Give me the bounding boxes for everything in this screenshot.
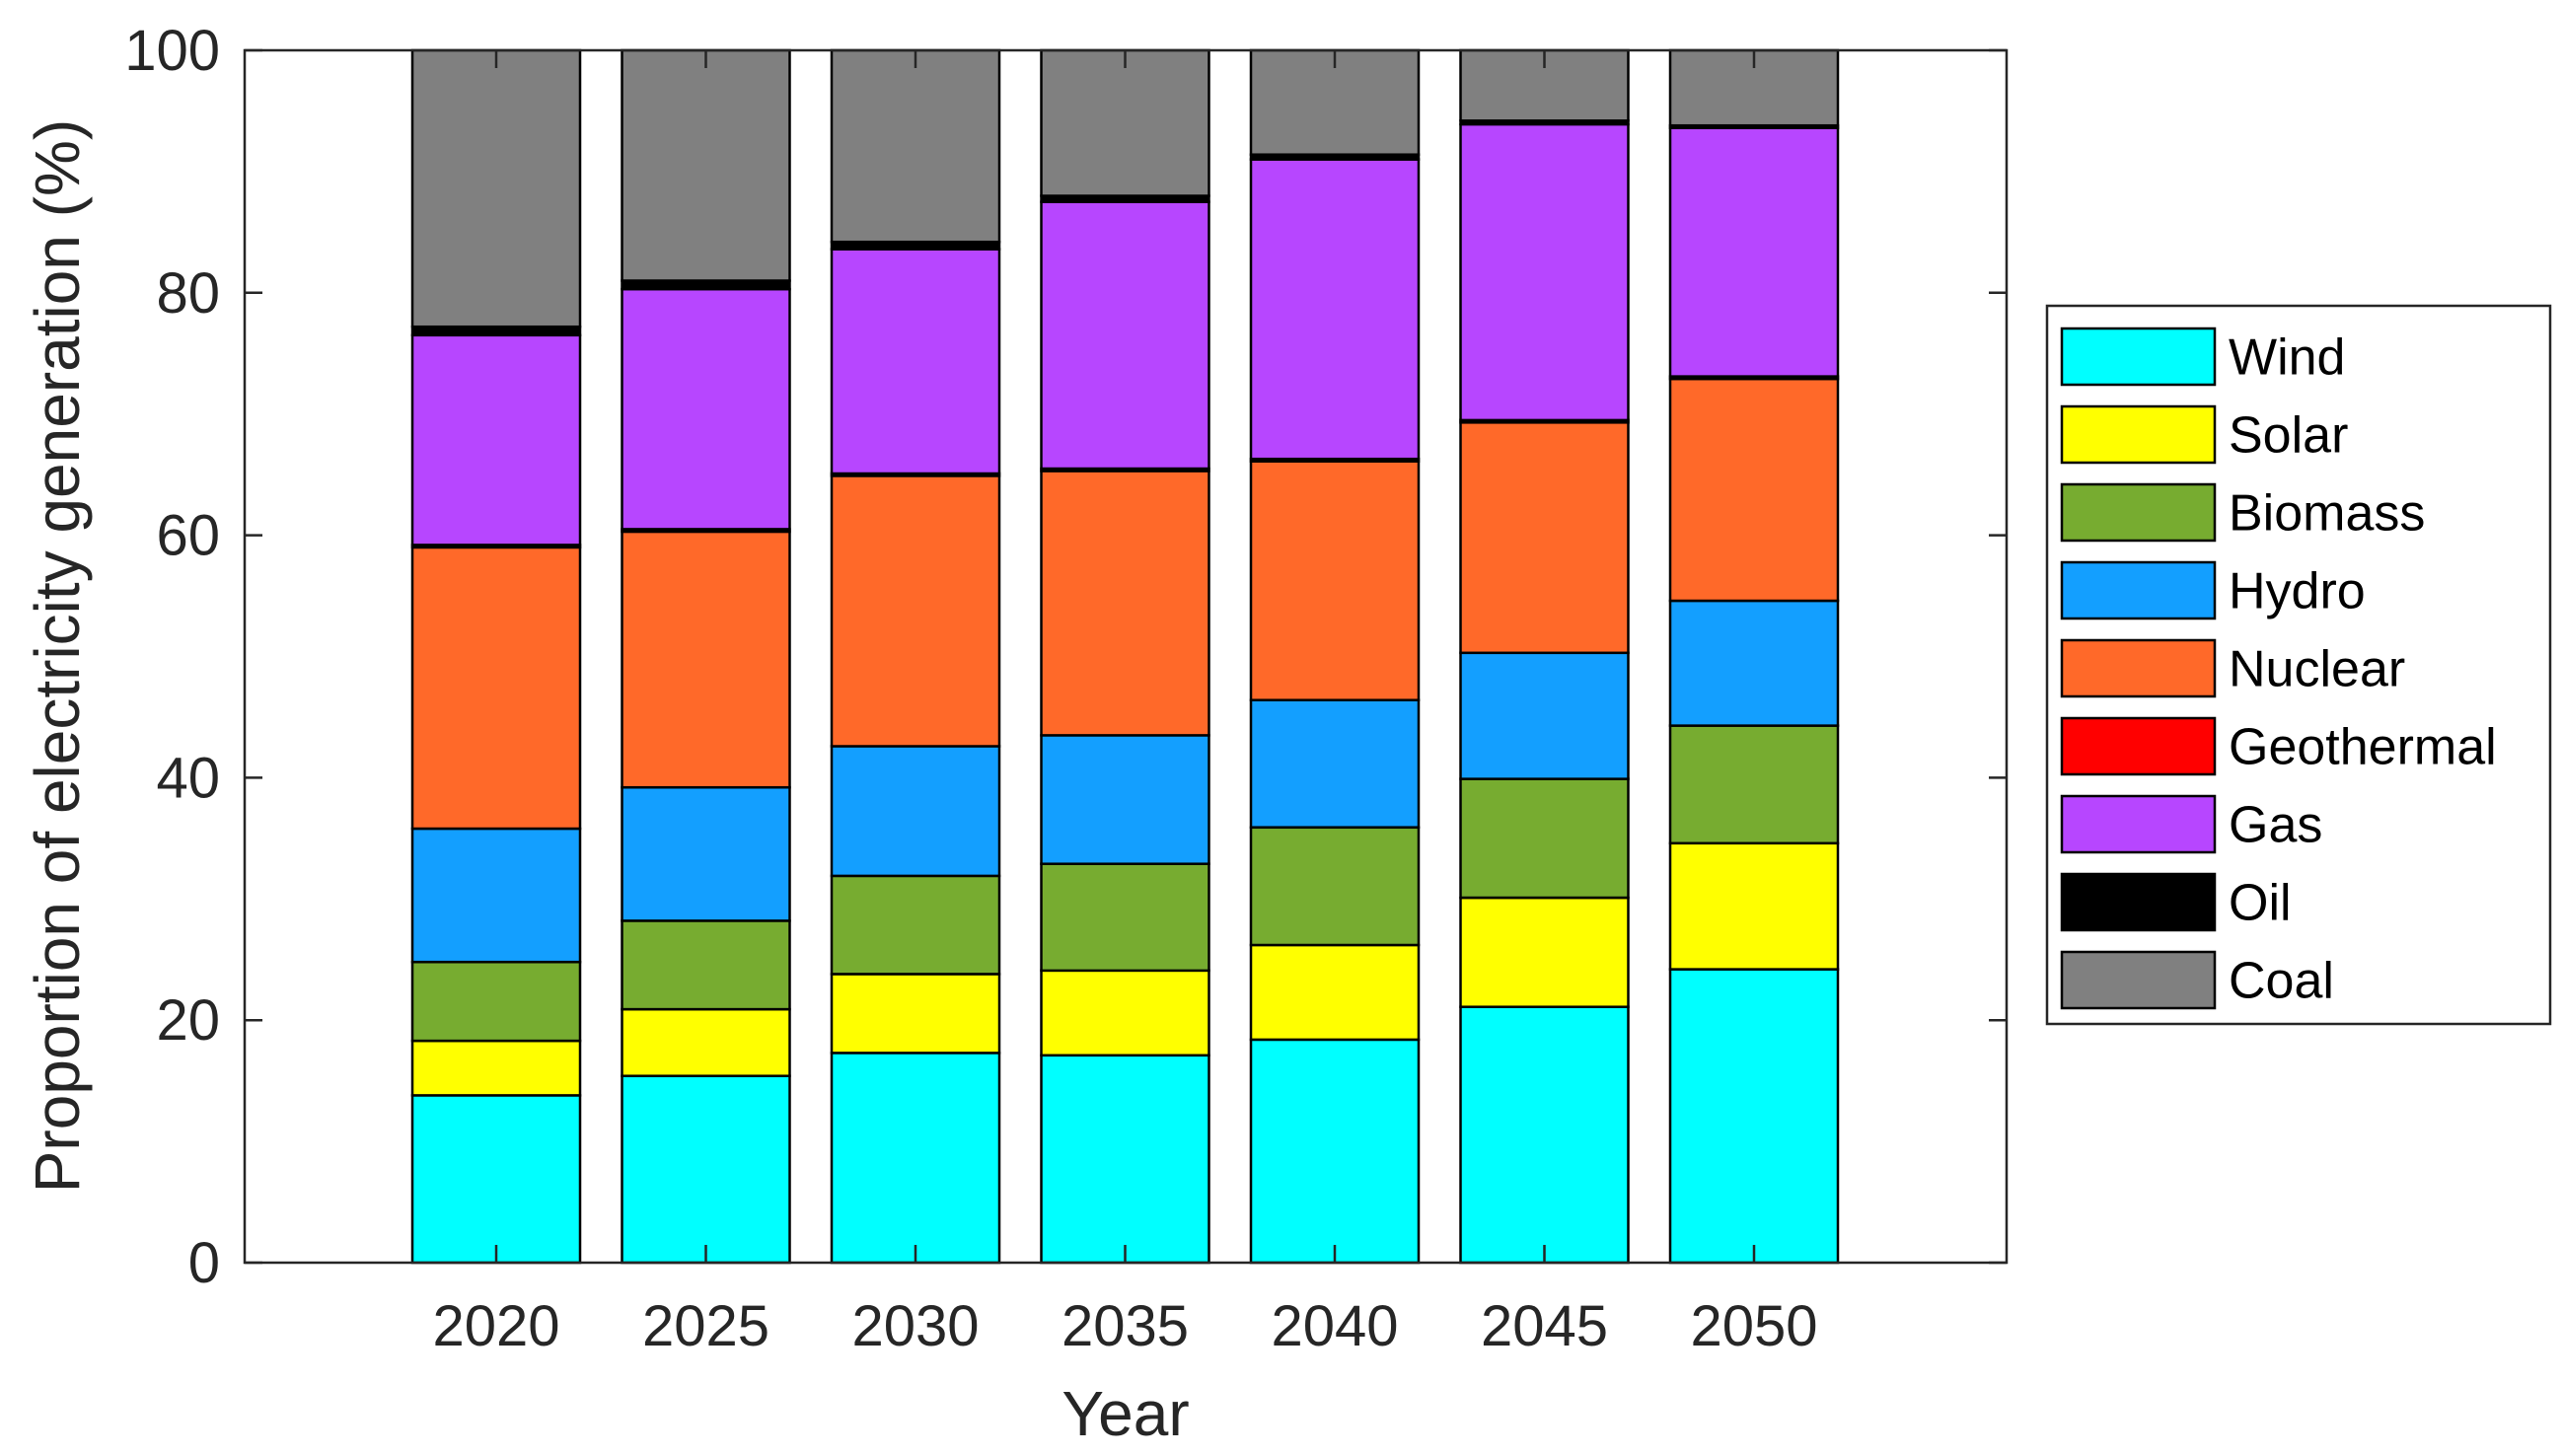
bar-coal-2020 [410, 48, 582, 328]
bar-solar-2025 [621, 1007, 791, 1077]
xtick-label-2020: 2020 [432, 1294, 559, 1358]
legend-label-gas: Gas [2229, 797, 2322, 854]
y-tick-labels: 0 20 40 60 80 100 [124, 19, 220, 1295]
bar-wind-2050 [1668, 968, 1840, 1265]
x-axis-title: Year [1061, 1378, 1189, 1449]
ytick-label-40: 40 [156, 746, 220, 810]
legend-items: Wind Solar Biomass Hydro Nuclear Geothermal Ga… [2060, 327, 2497, 1010]
xtick-label-2040: 2040 [1271, 1294, 1398, 1358]
bar-wind-2030 [830, 1052, 1001, 1265]
bar-solar-2030 [830, 973, 1001, 1055]
legend-swatch-hydro [2060, 560, 2217, 620]
bar-oil-2020 [410, 325, 582, 337]
bar-wind-2035 [1040, 1054, 1210, 1265]
legend-label-geothermal: Geothermal [2229, 719, 2497, 776]
ytick-label-0: 0 [188, 1231, 220, 1295]
bar-coal-2025 [621, 48, 791, 282]
bar-solar-2045 [1459, 896, 1630, 1008]
bar-biomass-2035 [1040, 862, 1210, 973]
bar-gas-2040 [1249, 158, 1421, 461]
bar-biomass-2040 [1249, 826, 1421, 947]
xtick-label-2045: 2045 [1481, 1294, 1608, 1358]
axis-ticks [245, 48, 2007, 1265]
xtick-label-2050: 2050 [1690, 1294, 1817, 1358]
y-axis-title: Proportion of electricity generation (%) [22, 119, 93, 1194]
ytick-label-20: 20 [156, 988, 220, 1053]
bar-nuclear-2025 [621, 530, 791, 789]
legend-swatch-nuclear [2060, 638, 2217, 698]
legend-label-wind: Wind [2229, 329, 2345, 387]
bar-gas-2050 [1668, 126, 1840, 378]
xtick-label-2025: 2025 [642, 1294, 769, 1358]
x-tick-labels: 2020 2025 2030 2035 2040 2045 2050 [432, 1294, 1817, 1358]
bar-gas-2025 [621, 287, 791, 531]
bar-gas-2020 [410, 333, 582, 546]
bar-wind-2045 [1459, 1005, 1630, 1265]
bar-hydro-2045 [1459, 651, 1630, 780]
bar-wind-2020 [410, 1094, 582, 1265]
legend-label-nuclear: Nuclear [2229, 641, 2405, 698]
bar-hydro-2050 [1668, 599, 1840, 727]
bar-biomass-2020 [410, 960, 582, 1043]
bar-biomass-2050 [1668, 724, 1840, 845]
legend-label-solar: Solar [2229, 407, 2348, 465]
bar-hydro-2035 [1040, 734, 1210, 865]
bar-biomass-2025 [621, 919, 791, 1011]
bar-oil-2025 [621, 279, 791, 291]
bar-solar-2035 [1040, 969, 1210, 1057]
legend-label-oil: Oil [2229, 875, 2292, 932]
legend-label-biomass: Biomass [2229, 485, 2425, 543]
xtick-label-2035: 2035 [1061, 1294, 1189, 1358]
legend-swatch-solar [2060, 404, 2217, 465]
bars-group [410, 48, 1840, 1265]
legend-label-coal: Coal [2229, 953, 2334, 1010]
bar-nuclear-2050 [1668, 377, 1840, 603]
bar-nuclear-2045 [1459, 421, 1630, 655]
bar-coal-2035 [1040, 48, 1210, 197]
bar-nuclear-2040 [1249, 460, 1421, 701]
ytick-label-100: 100 [124, 19, 220, 83]
bar-wind-2025 [621, 1074, 791, 1265]
legend-swatch-wind [2060, 327, 2217, 387]
bar-wind-2040 [1249, 1038, 1421, 1265]
bar-gas-2030 [830, 248, 1001, 475]
bar-biomass-2045 [1459, 777, 1630, 900]
ytick-label-80: 80 [156, 261, 220, 326]
legend-swatch-geothermal [2060, 716, 2217, 776]
legend-swatch-oil [2060, 872, 2217, 932]
xtick-label-2030: 2030 [851, 1294, 979, 1358]
bar-nuclear-2030 [830, 474, 1001, 748]
bar-gas-2045 [1459, 122, 1630, 422]
ytick-label-60: 60 [156, 504, 220, 568]
bar-biomass-2030 [830, 874, 1001, 976]
bar-nuclear-2020 [410, 546, 582, 831]
legend-swatch-coal [2060, 950, 2217, 1010]
bar-gas-2035 [1040, 200, 1210, 471]
bar-solar-2050 [1668, 841, 1840, 971]
bar-hydro-2020 [410, 827, 582, 964]
bar-solar-2020 [410, 1039, 582, 1097]
legend-swatch-gas [2060, 794, 2217, 854]
legend: Wind Solar Biomass Hydro Nuclear Geothermal Ga… [2045, 304, 2552, 1026]
bar-solar-2040 [1249, 943, 1421, 1042]
bar-hydro-2025 [621, 785, 791, 922]
bar-hydro-2040 [1249, 698, 1421, 829]
legend-swatch-biomass [2060, 482, 2217, 543]
bar-hydro-2030 [830, 745, 1001, 878]
bar-coal-2030 [830, 48, 1001, 244]
bar-nuclear-2035 [1040, 470, 1210, 737]
legend-label-hydro: Hydro [2229, 563, 2366, 620]
